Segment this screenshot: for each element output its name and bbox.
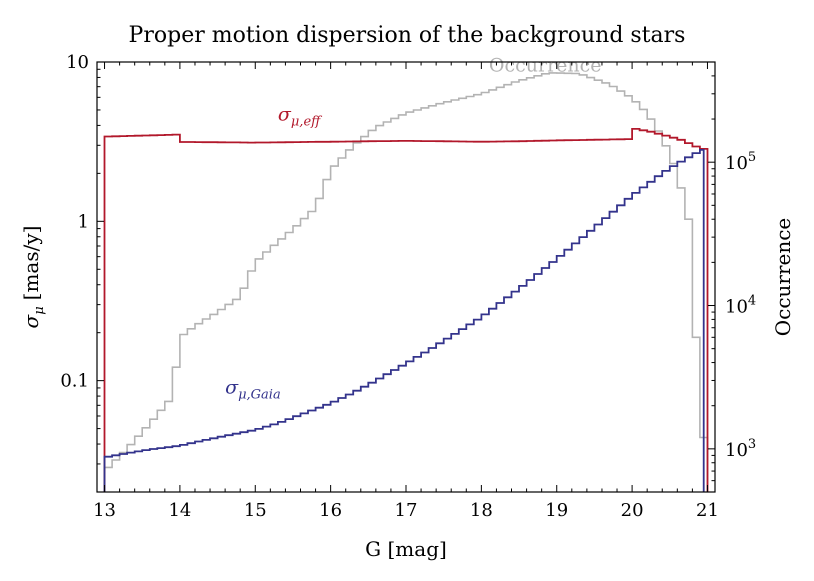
- series-layer: [103, 72, 709, 492]
- y2-tick-label: 103: [725, 437, 756, 461]
- series-label-layer: Occurrence σμ,eff σμ,Gaia: [225, 54, 601, 402]
- x-tick-label: 20: [621, 500, 644, 521]
- plot-frame: [96, 61, 716, 493]
- y-tick-label: 1: [78, 211, 89, 232]
- x-tick-label: 16: [319, 500, 342, 521]
- series-label: σμ,Gaia: [225, 377, 281, 403]
- y-tick-label: 0.1: [60, 371, 89, 392]
- x-tick-label: 21: [696, 500, 719, 521]
- y2-tick-label: 104: [725, 294, 756, 318]
- x-tick-label: 17: [395, 500, 418, 521]
- x-tick-label: 15: [244, 500, 267, 521]
- x-axis-label: G [mag]: [365, 537, 447, 561]
- chart-title: Proper motion dispersion of the backgrou…: [129, 23, 686, 48]
- series-line: [103, 149, 705, 492]
- x-tick-label: 14: [168, 500, 191, 521]
- x-tick-label: 13: [93, 500, 116, 521]
- y-axis-right: 103 104 105: [708, 61, 756, 493]
- series-label: Occurrence: [489, 54, 602, 76]
- y2-axis-label: Occurrence: [771, 218, 795, 337]
- x-axis: 13 14 15 16 17 18 19 20 21: [93, 62, 719, 521]
- y2-tick-label: 105: [725, 150, 756, 174]
- x-tick-label: 19: [545, 500, 568, 521]
- x-tick-label: 18: [470, 500, 493, 521]
- y-axis-label: σμ[mas/y]: [19, 226, 47, 329]
- series-label: σμ,eff: [278, 103, 323, 129]
- series-line: [103, 128, 709, 492]
- y-axis-left: 0.1 1 10: [60, 52, 104, 493]
- y-tick-label: 10: [66, 52, 89, 73]
- series-line: [103, 72, 709, 492]
